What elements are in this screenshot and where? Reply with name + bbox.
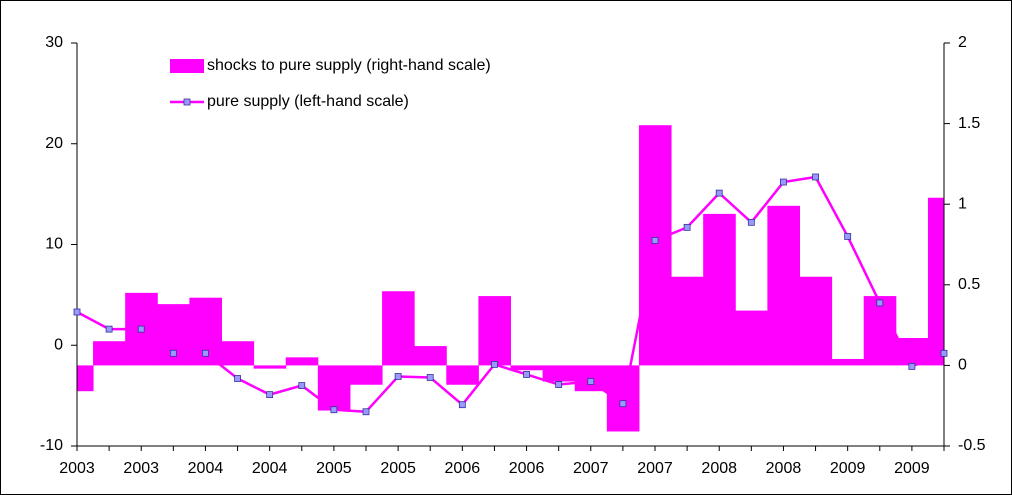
line-marker [298, 382, 306, 389]
legend-marker [183, 98, 191, 106]
y2-tick-label: 0 [958, 357, 967, 374]
line-marker [202, 349, 209, 357]
line-marker [394, 373, 402, 380]
line-marker [651, 237, 659, 244]
x-tick-label: 2005 [380, 460, 416, 477]
line-marker [491, 360, 498, 368]
line-marker [908, 363, 916, 370]
x-tick-label: 2009 [894, 460, 930, 477]
y2-tick-label: -0.5 [958, 437, 986, 454]
line-marker [876, 299, 884, 307]
line-marker [330, 406, 338, 414]
line-marker [362, 408, 370, 416]
line-marker [715, 189, 723, 197]
bar [349, 365, 383, 385]
y2-tick-label: 1 [958, 195, 967, 212]
y2-tick-label: 2 [958, 34, 967, 51]
bar [478, 296, 511, 366]
bar [863, 296, 897, 366]
line-marker [523, 371, 530, 378]
legend-label: pure supply (left-hand scale) [207, 93, 409, 110]
line-marker [683, 223, 691, 231]
line-marker [747, 218, 755, 226]
legend-swatch [170, 59, 204, 73]
line-marker [234, 375, 241, 382]
line-marker [940, 349, 948, 357]
x-tick-label: 2007 [573, 460, 609, 477]
bar [703, 213, 736, 366]
y2-tick-label: 0.5 [958, 276, 980, 293]
line-marker [587, 378, 595, 385]
y-tick-label: -10 [40, 437, 63, 454]
line [76, 175, 945, 414]
bar [446, 365, 479, 385]
line-marker [105, 325, 113, 333]
x-tick-label: 2006 [509, 460, 545, 477]
x-tick-label: 2007 [637, 460, 673, 477]
line-marker [426, 374, 434, 381]
legend-label: shocks to pure supply (right-hand scale) [207, 57, 491, 74]
line-marker [458, 401, 466, 409]
line-marker [619, 400, 627, 408]
line-marker [137, 325, 145, 333]
x-tick-label: 2008 [701, 460, 737, 477]
bar [93, 341, 126, 366]
bar [317, 365, 351, 411]
bar [253, 365, 287, 369]
x-tick-label: 2006 [445, 460, 481, 477]
line-marker [169, 349, 177, 357]
y-tick-label: 0 [54, 336, 63, 353]
bar [799, 276, 833, 366]
y-tick-label: 30 [45, 34, 63, 51]
bar [542, 365, 576, 382]
line-marker [266, 391, 274, 399]
y-tick-label: 10 [45, 236, 63, 253]
y2-tick-label: 1.5 [958, 115, 980, 132]
bar [510, 365, 544, 371]
x-tick-label: 2003 [123, 460, 159, 477]
line-marker [844, 233, 852, 240]
y-tick-label: 20 [45, 135, 63, 152]
bar [77, 365, 94, 392]
x-tick-label: 2009 [830, 460, 866, 477]
x-tick-label: 2004 [188, 460, 224, 477]
bar [831, 358, 865, 366]
x-tick-label: 2004 [252, 460, 288, 477]
bar [735, 310, 768, 366]
line-marker [73, 308, 81, 316]
line-marker [555, 381, 563, 388]
bar [221, 341, 255, 366]
bar [767, 205, 800, 366]
line-marker [812, 173, 819, 181]
bar [382, 291, 415, 366]
x-tick-label: 2003 [59, 460, 95, 477]
x-tick-label: 2005 [316, 460, 352, 477]
bar [414, 346, 447, 366]
line-marker [780, 178, 787, 186]
x-tick-label: 2008 [766, 460, 802, 477]
bar [671, 276, 704, 366]
bar [927, 197, 944, 366]
bar [285, 357, 319, 366]
